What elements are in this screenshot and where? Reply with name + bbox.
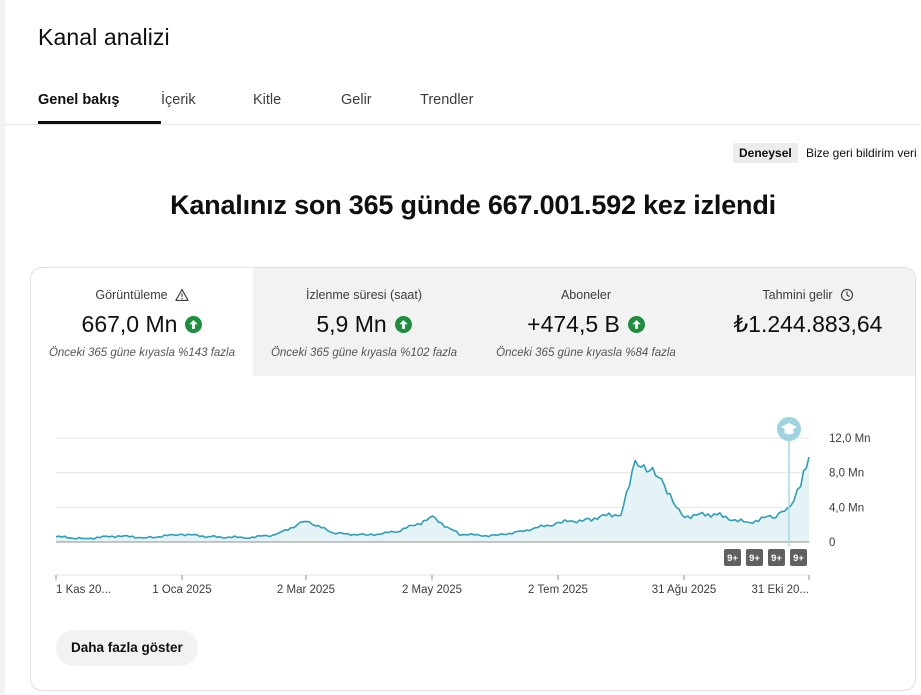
event-marker[interactable]: 9+ bbox=[790, 549, 807, 566]
metric-comparison: Önceki 365 güne kıyasla %143 fazla bbox=[48, 347, 236, 359]
metric-watch-time[interactable]: İzlenme süresi (saat) 5,9 Mn Önceki 365 … bbox=[253, 268, 475, 376]
y-tick-label: 8,0 Mn bbox=[829, 468, 864, 480]
tab-bar: Genel bakış İçerik Kitle Gelir Trendler bbox=[38, 90, 500, 124]
x-tick-label: 1 Oca 2025 bbox=[152, 584, 211, 596]
overview-card: Görüntüleme 667,0 Mn Önceki 365 güne kıy… bbox=[30, 267, 916, 691]
y-tick-label: 0 bbox=[829, 537, 835, 549]
chart-markers: 9+ 9+ 9+ 9+ bbox=[724, 549, 807, 566]
metric-label: Aboneler bbox=[560, 288, 612, 302]
chart-grid bbox=[56, 437, 809, 508]
warning-icon[interactable] bbox=[174, 288, 189, 302]
x-tick-label: 2 Mar 2025 bbox=[277, 584, 335, 596]
chart-line bbox=[55, 456, 810, 540]
arrow-up-icon bbox=[627, 315, 645, 333]
event-marker[interactable]: 9+ bbox=[768, 549, 785, 566]
metric-label: Tahmini gelir bbox=[762, 288, 833, 302]
x-tick-label: 31 Eki 20... bbox=[751, 584, 809, 596]
graduation-cap-icon[interactable] bbox=[777, 417, 801, 441]
x-tick-label: 31 Ağu 2025 bbox=[652, 584, 717, 596]
x-tick-label: 2 May 2025 bbox=[402, 584, 462, 596]
event-marker-label: 9+ bbox=[771, 553, 782, 564]
chart-area bbox=[56, 457, 809, 542]
y-tick-label: 12,0 Mn bbox=[829, 433, 871, 445]
tab-gelir[interactable]: Gelir bbox=[341, 92, 372, 108]
left-edge bbox=[0, 0, 5, 695]
x-tick-label: 1 Kas 20... bbox=[56, 584, 111, 596]
metric-comparison: Önceki 365 güne kıyasla %84 fazla bbox=[496, 347, 676, 359]
y-tick-label: 4,0 Mn bbox=[829, 502, 864, 514]
event-marker[interactable]: 9+ bbox=[724, 549, 741, 566]
feedback-link[interactable]: Bize geri bildirim veri bbox=[806, 146, 917, 160]
event-marker-label: 9+ bbox=[727, 553, 738, 564]
tab-kitle[interactable]: Kitle bbox=[253, 92, 282, 108]
metric-revenue[interactable]: Tahmini gelir ₺1.244.883,64 bbox=[697, 268, 915, 376]
experimental-badge: Deneysel bbox=[733, 143, 798, 163]
arrow-up-icon bbox=[185, 315, 203, 333]
metric-label: İzlenme süresi (saat) bbox=[305, 288, 422, 302]
clock-icon[interactable] bbox=[840, 288, 854, 302]
page-title: Kanal analizi bbox=[38, 24, 170, 50]
views-chart[interactable]: 12,0 Mn 8,0 Mn 4,0 Mn 0 1 Kas 20... 1 Oca 20… bbox=[31, 376, 916, 616]
event-marker[interactable]: 9+ bbox=[746, 549, 763, 566]
headline: Kanalınız son 365 günde 667.001.592 kez … bbox=[170, 190, 776, 220]
tab-trendler[interactable]: Trendler bbox=[420, 92, 474, 108]
metric-subscribers[interactable]: Aboneler +474,5 B Önceki 365 güne kıyasl… bbox=[475, 268, 697, 376]
show-more-button[interactable]: Daha fazla göster bbox=[56, 630, 198, 666]
metric-value: 667,0 Mn bbox=[81, 310, 178, 337]
tab-icerik[interactable]: İçerik bbox=[161, 92, 196, 108]
metric-views[interactable]: Görüntüleme 667,0 Mn Önceki 365 güne kıy… bbox=[31, 268, 253, 376]
event-marker-label: 9+ bbox=[749, 553, 760, 564]
tabs-divider bbox=[5, 124, 921, 125]
event-marker-label: 9+ bbox=[793, 553, 804, 564]
metric-label: Görüntüleme bbox=[95, 288, 168, 302]
metric-comparison: Önceki 365 güne kıyasla %102 fazla bbox=[270, 347, 458, 359]
tab-genel-bakis[interactable]: Genel bakış bbox=[38, 90, 161, 124]
metric-value: ₺1.244.883,64 bbox=[733, 310, 883, 337]
x-tick-label: 2 Tem 2025 bbox=[528, 584, 588, 596]
metric-value: +474,5 B bbox=[527, 310, 620, 337]
x-axis: 1 Kas 20... 1 Oca 2025 2 Mar 2025 2 May 202… bbox=[55, 574, 810, 596]
y-axis: 12,0 Mn 8,0 Mn 4,0 Mn 0 bbox=[829, 433, 871, 549]
arrow-up-icon bbox=[394, 315, 412, 333]
metric-value: 5,9 Mn bbox=[316, 310, 387, 337]
